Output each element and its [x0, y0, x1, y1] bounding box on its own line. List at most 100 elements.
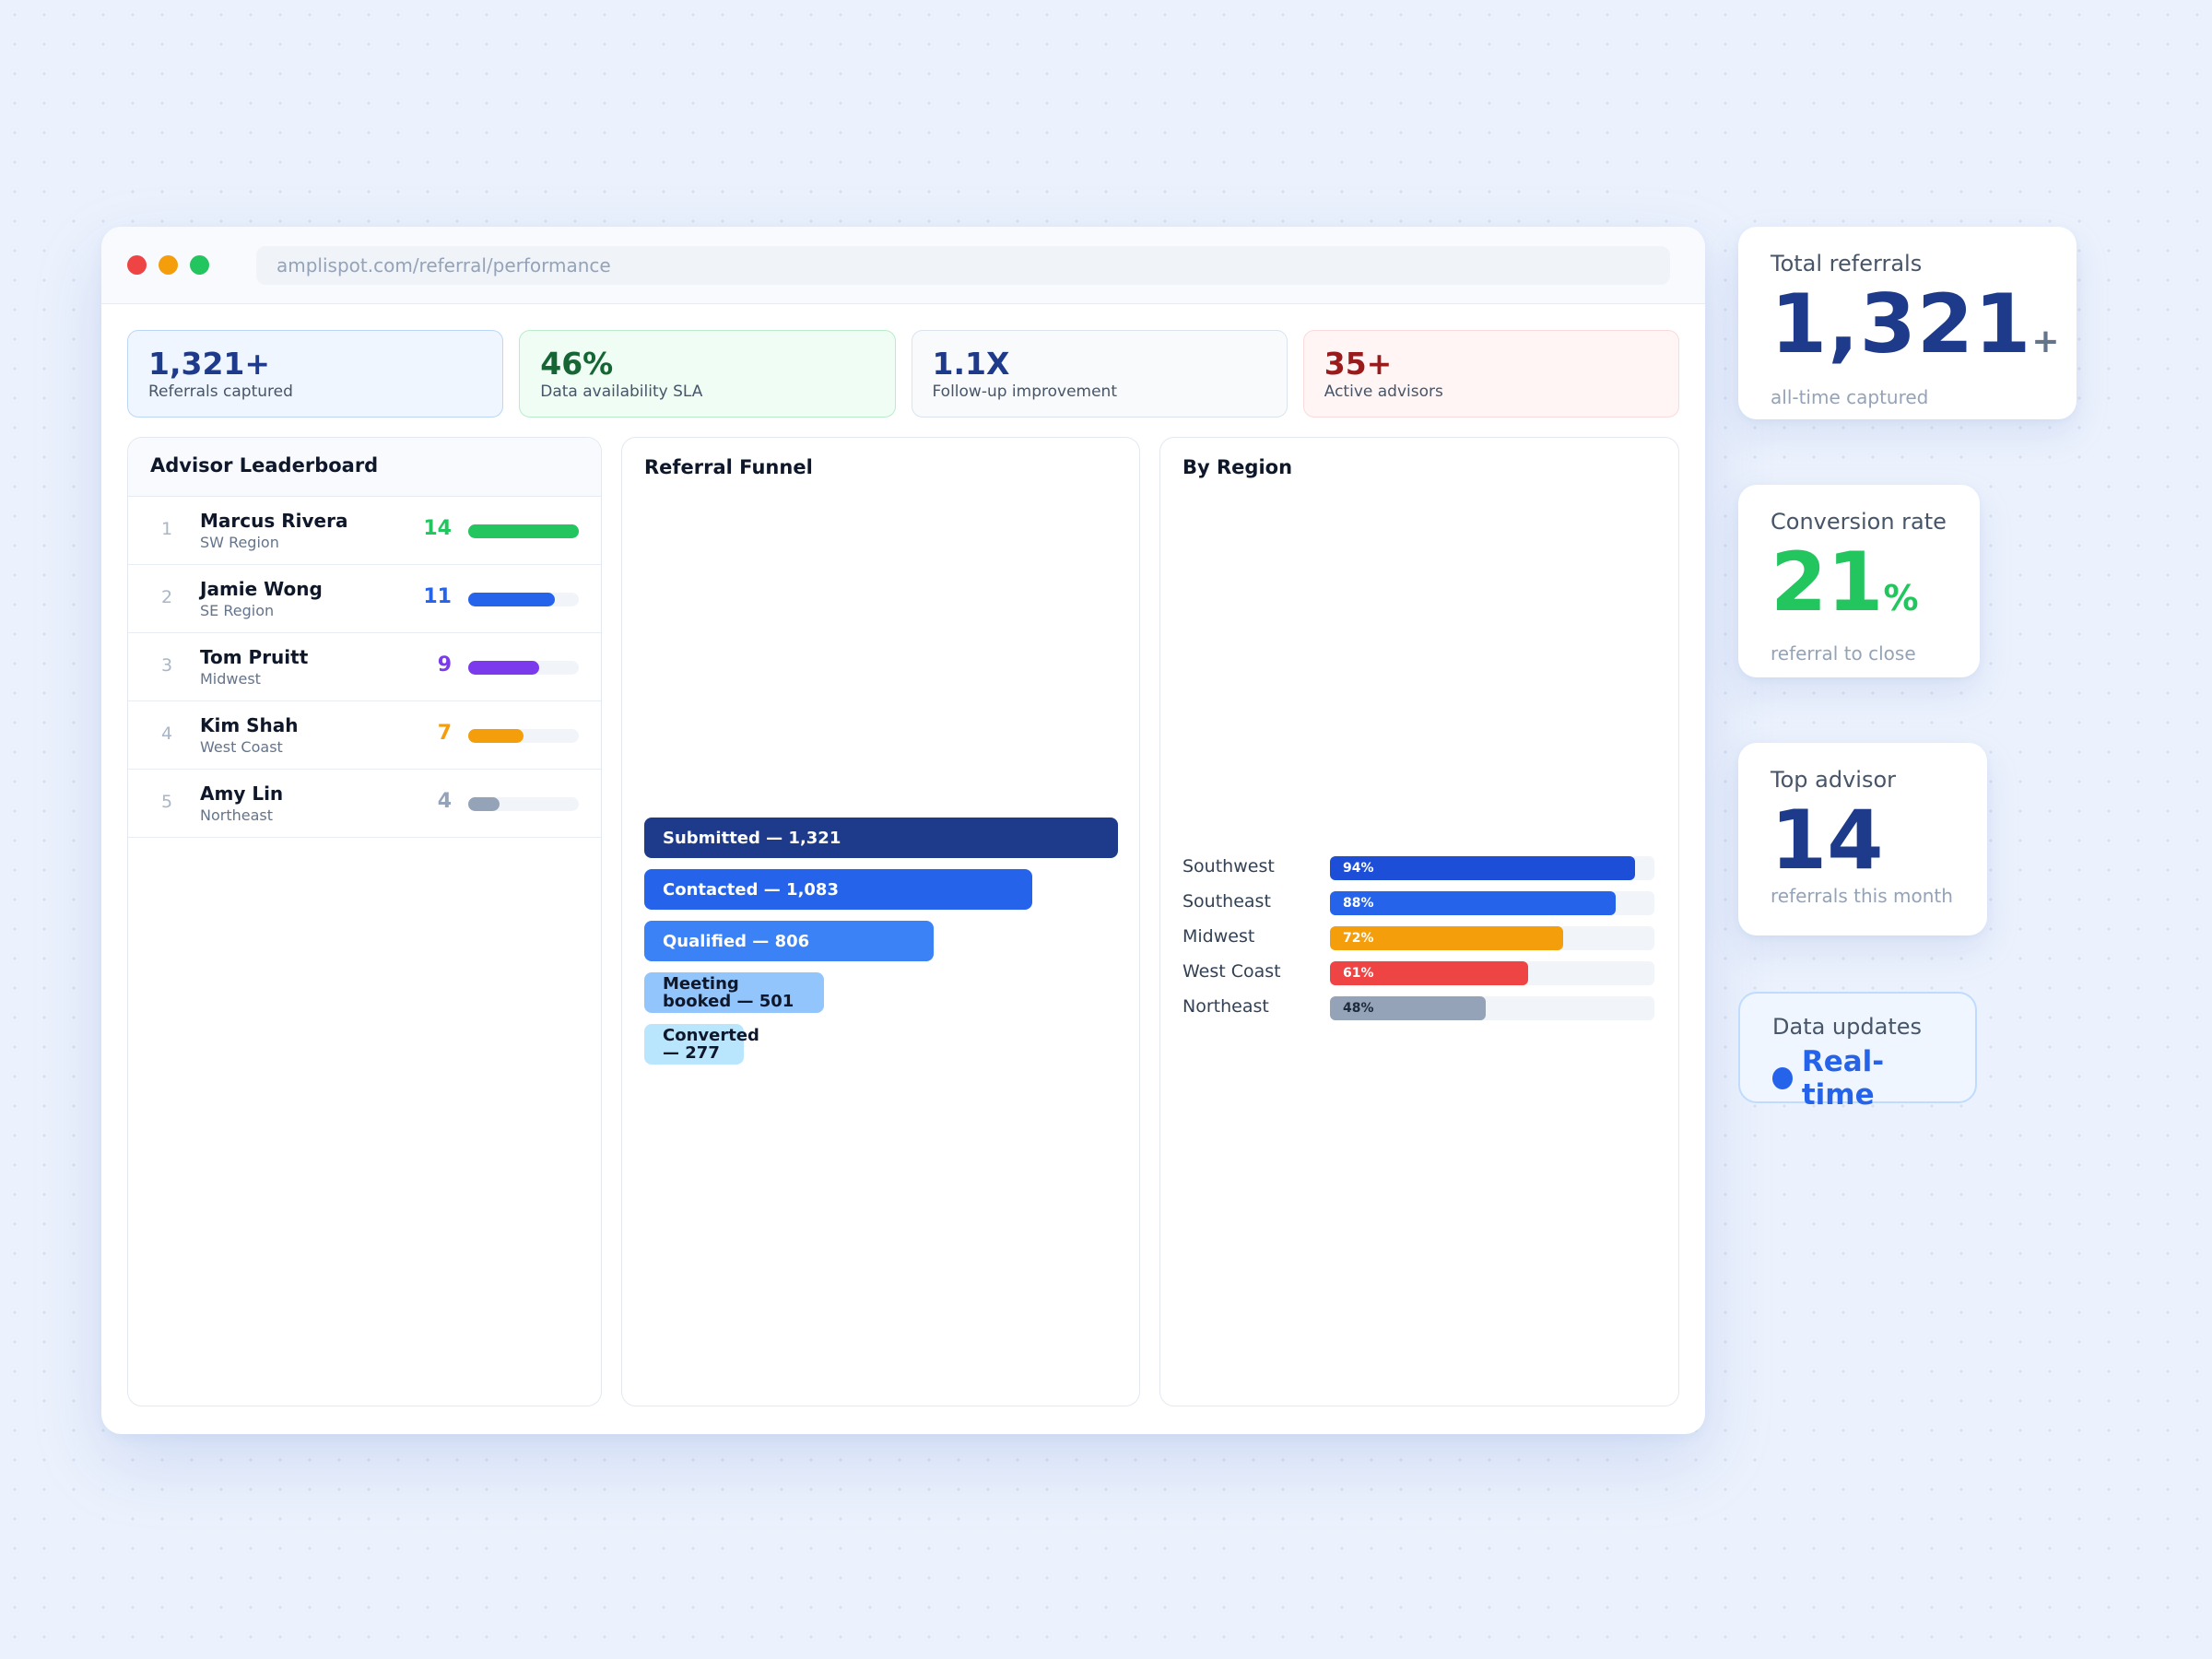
total-referrals-number: 1,321 — [1771, 276, 2032, 371]
advisor-rank: 2 — [161, 587, 173, 607]
region-row: Southeast 88% — [1182, 889, 1656, 924]
card-subtitle: all-time captured — [1771, 386, 1929, 408]
leaderboard-row[interactable]: 5 Amy Lin Northeast 4 — [128, 770, 601, 838]
advisor-score: 9 — [437, 653, 452, 677]
region-name: Southwest — [1182, 856, 1275, 877]
leaderboard-list: 1 Marcus Rivera SW Region 14 2 Jamie Wong SE R… — [128, 497, 601, 838]
region-name: Midwest — [1182, 926, 1255, 947]
region-panel: By Region Southwest 94% Southeast 88% Midwes… — [1159, 437, 1679, 1406]
advisor-region: Northeast — [200, 806, 274, 824]
kpi-active-advisors: 35+ Active advisors — [1302, 330, 1679, 418]
card-title: Conversion rate — [1771, 509, 1947, 535]
funnel-stage-bar: Contacted — 1,083 — [644, 869, 1033, 910]
funnel-stage-bar: Qualified — 806 — [644, 921, 934, 961]
advisor-name: Marcus Rivera — [200, 510, 348, 532]
funnel-stage-bar: Meeting booked — 501 — [644, 972, 824, 1013]
total-referrals-card: Total referrals 1,321+ all-time captured — [1738, 227, 2077, 419]
advisor-region: SE Region — [200, 602, 275, 619]
conversion-rate-card: Conversion rate 21% referral to close — [1738, 485, 1980, 677]
kpi-row: 1,321+ Referrals captured 46% Data avail… — [127, 330, 1679, 418]
minimize-window-button[interactable] — [159, 255, 178, 275]
region-name: West Coast — [1182, 961, 1281, 982]
kpi-value: 46% — [540, 346, 614, 382]
region-name: Southeast — [1182, 891, 1271, 912]
region-row: Midwest 72% — [1182, 924, 1656, 959]
kpi-follow-up: 1.1X Follow-up improvement — [911, 330, 1288, 418]
region-chart: Southwest 94% Southeast 88% Midwest 72% West C… — [1182, 854, 1656, 1030]
region-row: Northeast 48% — [1182, 994, 1656, 1030]
region-row: West Coast 61% — [1182, 959, 1656, 994]
leaderboard-row[interactable]: 3 Tom Pruitt Midwest 9 — [128, 633, 601, 701]
top-advisor-card: Top advisor 14 referrals this month — [1738, 743, 1987, 935]
total-referrals-value: 1,321+ — [1771, 280, 2060, 386]
advisor-score-bar — [468, 661, 540, 675]
advisor-score: 7 — [437, 722, 452, 745]
kpi-value: 35+ — [1324, 346, 1393, 382]
region-track: 61% — [1330, 961, 1654, 985]
advisor-score-bar — [468, 593, 556, 606]
live-status-text: Real-time — [1801, 1045, 1885, 1112]
kpi-referrals-captured: 1,321+ Referrals captured — [127, 330, 504, 418]
live-indicator-icon — [1772, 1067, 1793, 1089]
advisor-score-bar — [468, 797, 500, 811]
advisor-score-track — [468, 593, 579, 606]
region-row: Southwest 94% — [1182, 854, 1656, 889]
maximize-window-button[interactable] — [190, 255, 209, 275]
region-track: 88% — [1330, 891, 1654, 915]
leaderboard-panel: Advisor Leaderboard 1 Marcus Rivera SW Reg… — [127, 437, 602, 1406]
region-bar: 94% — [1330, 856, 1635, 880]
advisor-score: 4 — [437, 790, 452, 813]
region-bar: 72% — [1330, 926, 1564, 950]
funnel-panel: Referral Funnel Submitted — 1,321 Contact… — [621, 437, 1140, 1406]
advisor-region: SW Region — [200, 534, 279, 551]
region-bar: 88% — [1330, 891, 1616, 915]
kpi-data-sla: 46% Data availability SLA — [519, 330, 896, 418]
advisor-score-track — [468, 524, 579, 538]
advisor-score-track — [468, 661, 579, 675]
advisor-score-bar — [468, 729, 524, 743]
advisor-score: 11 — [423, 585, 452, 608]
region-bar: 48% — [1330, 996, 1486, 1020]
address-bar[interactable]: amplispot.com/referral/performance — [256, 245, 1670, 285]
leaderboard-row[interactable]: 2 Jamie Wong SE Region 11 — [128, 565, 601, 633]
live-status: Real-time — [1772, 1045, 1943, 1112]
funnel-title: Referral Funnel — [644, 456, 813, 478]
total-referrals-suffix: + — [2031, 323, 2061, 360]
card-title: Top advisor — [1771, 767, 1896, 793]
conversion-rate-suffix: % — [1883, 578, 1919, 618]
browser-window: amplispot.com/referral/performance 1,321… — [101, 227, 1705, 1434]
data-updates-card: Data updates Real-time — [1738, 992, 1977, 1112]
card-subtitle: referrals this month — [1771, 885, 1953, 907]
leaderboard-row[interactable]: 1 Marcus Rivera SW Region 14 — [128, 497, 601, 565]
funnel-chart: Submitted — 1,321 Contacted — 1,083 Qualif… — [644, 818, 1118, 1076]
advisor-name: Tom Pruitt — [200, 646, 309, 668]
advisor-region: West Coast — [200, 738, 283, 756]
region-name: Northeast — [1182, 996, 1269, 1017]
conversion-rate-number: 21 — [1771, 535, 1884, 629]
advisor-region: Midwest — [200, 670, 261, 688]
kpi-label: Follow-up improvement — [932, 382, 1118, 401]
kpi-value: 1,321+ — [148, 346, 271, 382]
advisor-name: Kim Shah — [200, 714, 299, 736]
region-bar: 61% — [1330, 961, 1528, 985]
leaderboard-title: Advisor Leaderboard — [128, 438, 601, 497]
card-subtitle: referral to close — [1771, 642, 1916, 665]
advisor-score-bar — [468, 524, 579, 538]
funnel-stage-bar: Converted — 277 — [644, 1024, 759, 1065]
advisor-rank: 1 — [161, 519, 173, 539]
region-track: 94% — [1330, 856, 1654, 880]
region-title: By Region — [1182, 456, 1293, 478]
funnel-stage-bar: Submitted — 1,321 — [644, 818, 1118, 858]
advisor-score-track — [468, 797, 579, 811]
kpi-label: Data availability SLA — [540, 382, 703, 401]
advisor-rank: 5 — [161, 792, 173, 812]
close-window-button[interactable] — [127, 255, 147, 275]
conversion-rate-value: 21% — [1771, 538, 1947, 642]
advisor-rank: 4 — [161, 724, 173, 744]
advisor-name: Amy Lin — [200, 782, 284, 805]
region-track: 72% — [1330, 926, 1654, 950]
kpi-label: Active advisors — [1324, 382, 1443, 401]
leaderboard-row[interactable]: 4 Kim Shah West Coast 7 — [128, 701, 601, 770]
advisor-name: Jamie Wong — [200, 578, 323, 600]
advisor-score-track — [468, 729, 579, 743]
